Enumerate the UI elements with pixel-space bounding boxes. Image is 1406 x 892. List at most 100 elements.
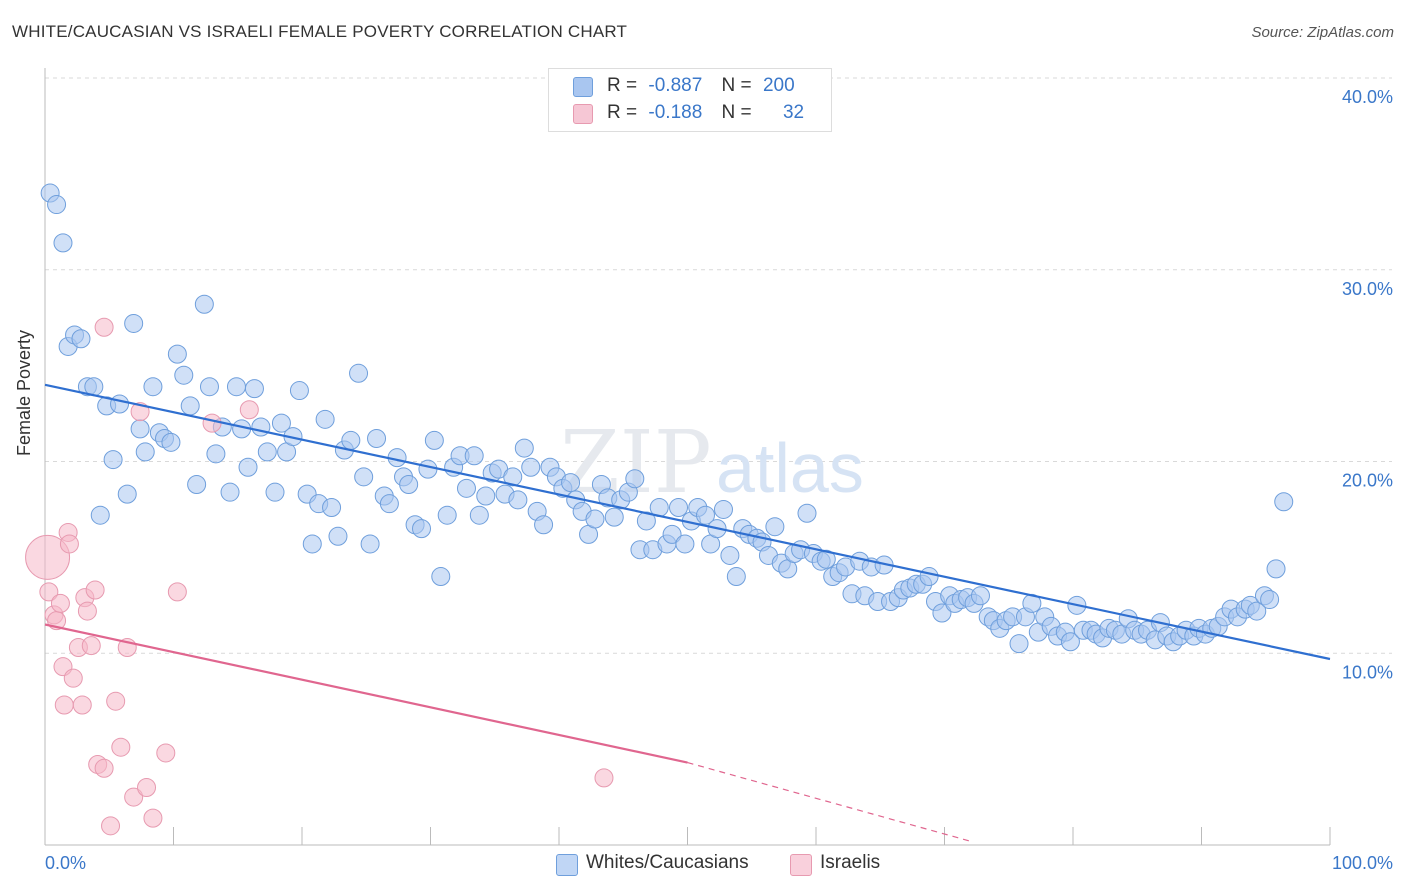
point-whites xyxy=(970,586,990,606)
point-whites xyxy=(103,450,123,470)
point-whites xyxy=(765,517,785,537)
trend-line-israelis xyxy=(44,623,688,764)
legend-swatch-israelis xyxy=(790,854,812,876)
point-israelis xyxy=(167,582,187,602)
point-whites xyxy=(418,459,438,479)
point-whites xyxy=(322,498,342,518)
point-israelis xyxy=(54,695,74,715)
point-israelis xyxy=(124,787,144,807)
legend-r-value: -0.887 xyxy=(648,75,703,96)
point-whites xyxy=(167,344,187,364)
point-whites xyxy=(257,442,277,462)
axes xyxy=(44,68,1331,846)
point-israelis xyxy=(50,593,70,613)
legend-swatch-whites xyxy=(556,854,578,876)
data-points xyxy=(25,183,1294,836)
point-whites xyxy=(476,486,496,506)
point-whites xyxy=(713,499,733,519)
point-whites xyxy=(289,381,309,401)
point-whites xyxy=(431,567,451,587)
legend-r-value: -0.188 xyxy=(648,102,703,123)
point-whites xyxy=(174,365,194,385)
trend-line-whites xyxy=(44,383,1331,661)
point-whites xyxy=(354,467,374,487)
legend-n-value: 32 xyxy=(782,102,805,123)
y-tick-label: 40.0% xyxy=(1342,87,1393,107)
point-israelis xyxy=(81,636,101,656)
point-israelis xyxy=(77,601,97,621)
point-whites xyxy=(625,469,645,489)
point-israelis xyxy=(106,691,126,711)
point-whites xyxy=(534,515,554,535)
stats-legend: R = -0.887 N = 200 R = -0.188 N = 32 xyxy=(548,68,832,132)
tick-labels: 10.0% 20.0% 30.0% 40.0% 0.0% 100.0% xyxy=(45,87,1393,873)
point-whites xyxy=(117,484,137,504)
point-whites xyxy=(328,526,348,546)
point-whites xyxy=(636,511,656,531)
point-whites xyxy=(919,567,939,587)
point-whites xyxy=(47,195,67,215)
point-whites xyxy=(360,534,380,554)
point-whites xyxy=(271,413,291,433)
point-whites xyxy=(143,377,163,397)
y-axis-label: Female Poverty xyxy=(14,329,34,456)
point-whites xyxy=(71,329,91,349)
point-israelis xyxy=(25,534,71,580)
point-whites xyxy=(797,503,817,523)
point-whites xyxy=(816,549,836,569)
point-whites xyxy=(187,475,207,495)
point-whites xyxy=(367,428,387,448)
trend-lines xyxy=(44,383,1331,842)
point-israelis xyxy=(72,695,92,715)
legend-n-label: N = xyxy=(721,102,752,123)
point-israelis xyxy=(137,777,157,797)
y-tick-label: 20.0% xyxy=(1342,471,1393,491)
point-whites xyxy=(199,377,219,397)
point-whites xyxy=(110,394,130,414)
point-israelis xyxy=(85,580,105,600)
point-israelis xyxy=(101,816,121,836)
point-whites xyxy=(1266,559,1286,579)
legend-r-label: R = xyxy=(607,102,638,123)
point-whites xyxy=(469,505,489,525)
point-whites xyxy=(161,432,181,452)
point-whites xyxy=(726,567,746,587)
point-whites xyxy=(315,409,335,429)
point-whites xyxy=(180,396,200,416)
point-whites xyxy=(662,524,682,544)
point-whites xyxy=(508,490,528,510)
point-whites xyxy=(514,438,534,458)
point-whites xyxy=(464,446,484,466)
point-whites xyxy=(194,294,214,314)
trend-line-israelis-extrapolated xyxy=(687,761,971,842)
point-israelis xyxy=(94,317,114,337)
point-whites xyxy=(503,467,523,487)
x-tick-label: 0.0% xyxy=(45,853,86,873)
watermark-atlas: atlas xyxy=(716,429,864,507)
legend-swatch-israelis xyxy=(573,104,593,124)
point-whites xyxy=(238,457,258,477)
point-whites xyxy=(53,233,73,253)
point-whites xyxy=(669,498,689,518)
y-tick-label: 30.0% xyxy=(1342,279,1393,299)
point-whites xyxy=(135,442,155,462)
point-whites xyxy=(1060,632,1080,652)
point-whites xyxy=(1247,601,1267,621)
point-whites xyxy=(561,473,581,493)
point-whites xyxy=(265,482,285,502)
point-israelis xyxy=(94,758,114,778)
point-whites xyxy=(456,478,476,498)
point-whites xyxy=(585,509,605,529)
chart-title: WHITE/CAUCASIAN VS ISRAELI FEMALE POVERT… xyxy=(12,22,628,41)
point-whites xyxy=(130,419,150,439)
point-whites xyxy=(244,379,264,399)
point-whites xyxy=(437,505,457,525)
point-israelis xyxy=(239,400,259,420)
legend-r-label: R = xyxy=(607,75,638,96)
point-israelis xyxy=(59,534,79,554)
point-whites xyxy=(341,430,361,450)
point-whites xyxy=(220,482,240,502)
point-whites xyxy=(226,377,246,397)
legend-n-label: N = xyxy=(721,75,752,96)
